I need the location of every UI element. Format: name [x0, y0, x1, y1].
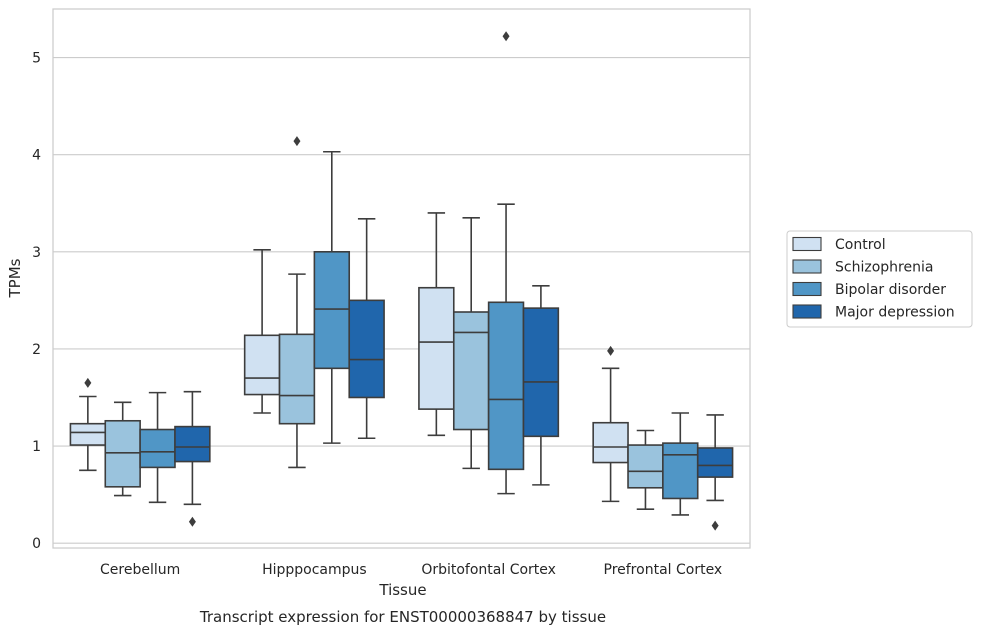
box-major-depression — [696, 414, 734, 531]
y-tick-label: 3 — [32, 245, 41, 261]
box-body — [418, 286, 455, 410]
x-tick-label: Prefrontal Cortex — [604, 562, 723, 578]
box-major-depression — [348, 217, 385, 440]
box-body — [139, 428, 176, 469]
legend: Control Schizophrenia Bipolar disorder Majo… — [786, 230, 973, 328]
plot-area-frame — [52, 8, 751, 549]
y-tick-label: 4 — [32, 148, 41, 164]
legend-swatch — [792, 236, 822, 252]
legend-swatch — [792, 304, 822, 319]
box-body — [627, 444, 664, 489]
legend-swatch — [792, 281, 822, 297]
box-bipolar-disorder — [487, 31, 525, 495]
x-tick-labels: Cerebellum Hipppocampus Orbitofontal Corte… — [100, 562, 722, 578]
box-schizophrenia — [278, 136, 316, 469]
legend-label: Bipolar disorder — [835, 282, 946, 298]
box-body — [487, 301, 525, 471]
legend-label: Major depression — [835, 305, 955, 321]
box-major-depression — [522, 284, 560, 486]
chart-caption: Transcript expression for ENST0000036884… — [199, 608, 606, 626]
outlier-point — [502, 31, 510, 42]
x-tick-label: Orbitofontal Cortex — [421, 562, 556, 578]
box-control — [418, 212, 455, 437]
box-control — [69, 377, 107, 472]
box-schizophrenia — [104, 401, 141, 497]
x-tick-label: Hipppocampus — [262, 562, 367, 578]
box-groups — [69, 31, 734, 531]
box-body — [452, 311, 490, 431]
y-tick-label: 2 — [32, 342, 41, 358]
x-axis-label: Tissue — [378, 581, 426, 599]
box-body — [348, 299, 385, 399]
y-axis-label: TPMs — [6, 258, 24, 298]
box-body — [174, 425, 211, 463]
y-tick-label: 0 — [32, 536, 41, 552]
box-schizophrenia — [452, 217, 490, 470]
legend-label: Control — [835, 237, 886, 253]
box-control — [243, 249, 281, 414]
outlier-point — [293, 136, 301, 147]
box-body — [662, 442, 699, 500]
outlier-point — [711, 520, 719, 531]
legend-label: Schizophrenia — [835, 260, 933, 276]
y-tick-labels: 0 1 2 3 4 5 — [32, 51, 41, 553]
box-control — [592, 345, 629, 503]
legend-swatch — [792, 259, 822, 274]
box-body — [278, 333, 316, 425]
box-body — [522, 307, 560, 438]
box-body — [592, 421, 629, 464]
box-bipolar-disorder — [139, 391, 176, 504]
outlier-point — [188, 516, 196, 527]
y-tick-label: 5 — [32, 51, 41, 67]
box-body — [243, 334, 281, 396]
outlier-point — [607, 345, 615, 356]
legend-frame — [786, 230, 973, 328]
box-body — [696, 447, 734, 478]
x-tick-label: Cerebellum — [100, 562, 180, 578]
box-schizophrenia — [627, 429, 664, 510]
box-body — [69, 422, 107, 446]
outlier-point — [84, 377, 92, 388]
y-tick-label: 1 — [32, 439, 41, 455]
box-bipolar-disorder — [313, 150, 351, 444]
box-bipolar-disorder — [662, 412, 699, 516]
box-body — [104, 419, 141, 488]
box-body — [313, 250, 351, 370]
box-major-depression — [174, 390, 211, 527]
